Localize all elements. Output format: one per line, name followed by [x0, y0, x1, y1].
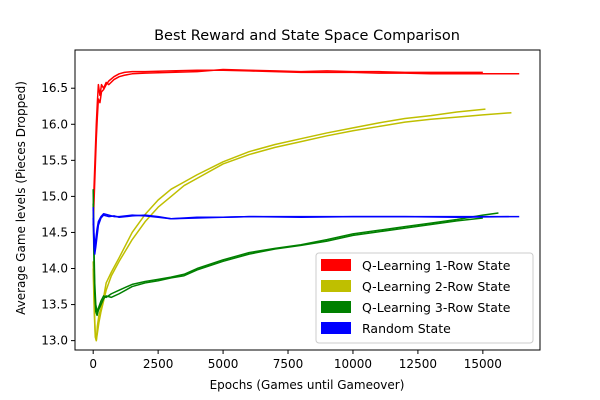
- y-tick-label: 14.5: [41, 225, 68, 239]
- x-tick-label: 15000: [464, 357, 502, 371]
- x-tick-label: 12500: [399, 357, 437, 371]
- series-line-2-run-1: [92, 108, 486, 342]
- x-tick-label: 2500: [143, 357, 174, 371]
- legend-label: Q-Learning 2-Row State: [362, 279, 511, 294]
- series-line-1-run-2: [92, 69, 520, 226]
- y-tick-label: 13.5: [41, 298, 68, 312]
- y-tick-label: 14.0: [41, 262, 68, 276]
- y-tick-label: 16.5: [41, 81, 68, 95]
- y-tick-label: 15.5: [41, 153, 68, 167]
- y-tick-label: 13.0: [41, 334, 68, 348]
- series-line-3-run-2: [92, 203, 483, 317]
- legend-label: Q-Learning 1-Row State: [362, 258, 511, 273]
- axes: 0 2500 5000 7500 10000 12500 15000 13.0 13.5 14.0…: [41, 49, 541, 371]
- series-line-2-run-2: [92, 111, 512, 342]
- x-tick-label: 10000: [334, 357, 372, 371]
- legend-swatch: [321, 322, 351, 334]
- legend-swatch: [321, 301, 351, 313]
- x-tick-label: 0: [89, 357, 97, 371]
- y-axis-title: Average Game levels (Pieces Dropped): [14, 81, 28, 315]
- legend: Q-Learning 1-Row State Q-Learning 2-Row S…: [315, 252, 534, 344]
- legend-swatch: [321, 259, 351, 271]
- legend-box: [315, 252, 534, 344]
- legend-swatch: [321, 280, 351, 292]
- legend-label: Random State: [362, 321, 451, 336]
- y-tick-label: 16.0: [41, 117, 68, 131]
- x-axis-title: Epochs (Games until Gameover): [210, 378, 405, 392]
- y-tick-label: 15.0: [41, 189, 68, 203]
- plot-area: [92, 68, 520, 342]
- axes-frame: [74, 49, 541, 351]
- legend-label: Q-Learning 3-Row State: [362, 300, 511, 315]
- series-line-4-run-2: [92, 207, 509, 248]
- x-tick-label: 7500: [273, 357, 304, 371]
- series-line-1-run-1: [92, 68, 483, 211]
- x-tick-label: 5000: [208, 357, 239, 371]
- chart-title: Best Reward and State Space Comparison: [154, 28, 460, 44]
